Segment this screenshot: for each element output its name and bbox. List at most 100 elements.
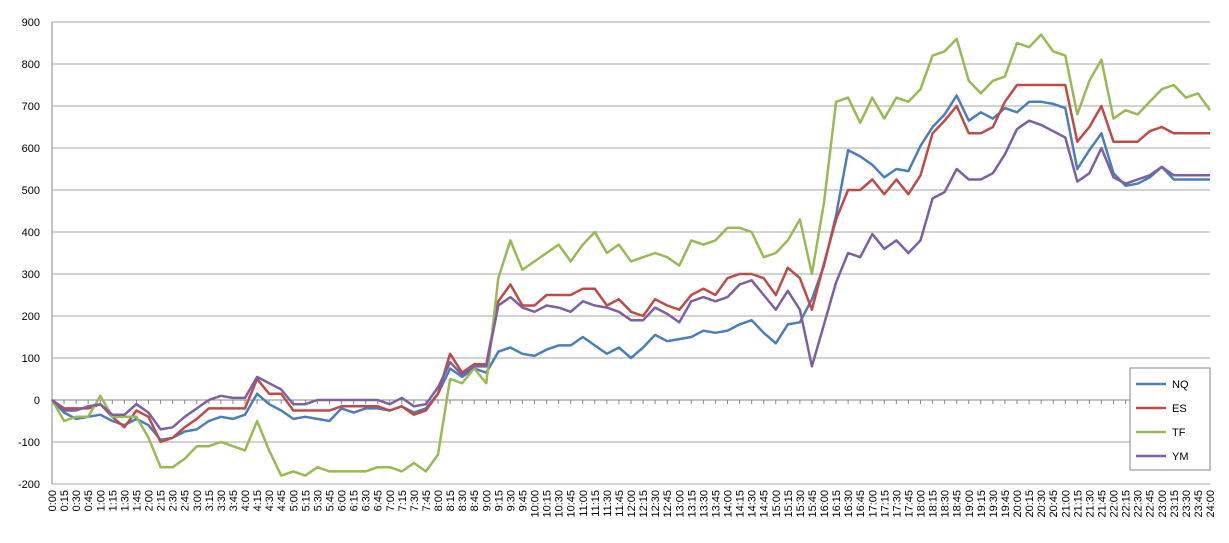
x-tick-label: 1:30	[119, 490, 131, 511]
x-tick-label: 19:15	[976, 490, 988, 518]
series-line	[50, 33, 1212, 477]
x-tick-label: 4:15	[252, 490, 264, 511]
x-tick-label: 10:00	[530, 490, 542, 518]
legend-label: NQ	[1172, 379, 1189, 391]
x-tick-label: 20:00	[1012, 490, 1024, 518]
x-tick-label: 4:30	[264, 490, 276, 511]
legend-label: YM	[1172, 451, 1189, 463]
series-line	[51, 119, 1210, 431]
y-tick-label: 500	[22, 185, 40, 197]
series-line	[51, 83, 1210, 444]
x-tick-label: 6:45	[373, 490, 385, 511]
x-tick-label: 23:45	[1193, 490, 1205, 518]
y-tick-label: 600	[22, 143, 40, 155]
x-tick-label: 5:00	[288, 490, 300, 511]
x-tick-label: 3:45	[228, 490, 240, 511]
x-tick-label: 5:45	[324, 490, 336, 511]
legend-label: ES	[1172, 403, 1187, 415]
y-tick-label: -200	[18, 479, 40, 491]
x-tick-label: 14:15	[735, 490, 747, 518]
x-tick-label: 18:45	[952, 490, 964, 518]
x-tick-label: 0:15	[59, 490, 71, 511]
x-tick-label: 1:00	[95, 490, 107, 511]
x-tick-label: 11:45	[614, 490, 626, 517]
x-tick-label: 2:00	[144, 490, 156, 511]
x-tick-label: 11:15	[590, 490, 602, 517]
x-tick-label: 20:45	[1048, 490, 1060, 518]
x-tick-label: 14:30	[747, 490, 759, 518]
x-tick-label: 3:00	[192, 490, 204, 511]
x-tick-label: 17:30	[891, 490, 903, 518]
x-tick-label: 6:00	[337, 490, 349, 511]
y-tick-label: -100	[18, 437, 40, 449]
x-tick-label: 16:00	[819, 490, 831, 518]
x-tick-label: 5:15	[300, 490, 312, 511]
x-tick-label: 4:45	[276, 490, 288, 511]
x-tick-label: 0:45	[83, 490, 95, 511]
x-tick-label: 7:30	[409, 490, 421, 511]
y-tick-label: 300	[22, 269, 40, 281]
x-tick-label: 13:00	[674, 490, 686, 518]
x-tick-label: 4:00	[240, 490, 252, 511]
x-tick-label: 2:45	[180, 490, 192, 511]
x-tick-label: 15:45	[807, 490, 819, 518]
x-tick-label: 19:45	[1000, 490, 1012, 518]
x-tick-label: 19:00	[964, 490, 976, 518]
x-tick-label: 7:15	[397, 490, 409, 511]
y-tick-label: 700	[22, 101, 40, 113]
x-tick-label: 3:30	[216, 490, 228, 511]
x-tick-label: 17:45	[903, 490, 915, 518]
x-tick-label: 18:00	[916, 490, 928, 518]
x-tick-label: 10:30	[554, 490, 566, 518]
x-tick-label: 9:00	[481, 490, 493, 511]
x-tick-label: 10:45	[566, 490, 578, 518]
x-tick-label: 16:45	[855, 490, 867, 518]
x-tick-label: 15:30	[795, 490, 807, 518]
x-tick-label: 8:45	[469, 490, 481, 511]
x-tick-label: 18:15	[928, 490, 940, 518]
y-tick-label: 400	[22, 227, 40, 239]
x-tick-label: 1:45	[131, 490, 143, 511]
x-tick-label: 3:15	[204, 490, 216, 511]
x-tick-label: 23:00	[1157, 490, 1169, 518]
x-tick-label: 8:00	[433, 490, 445, 511]
y-tick-label: 900	[22, 17, 40, 29]
x-tick-label: 13:45	[710, 490, 722, 518]
series-line	[51, 94, 1210, 442]
x-tick-label: 13:15	[686, 490, 698, 518]
x-tick-label: 21:15	[1072, 490, 1084, 518]
x-tick-label: 15:15	[783, 490, 795, 518]
x-tick-label: 18:30	[940, 490, 952, 518]
y-tick-label: 0	[34, 395, 40, 407]
x-tick-label: 13:30	[698, 490, 710, 518]
x-tick-label: 0:00	[47, 490, 59, 511]
x-tick-label: 10:15	[542, 490, 554, 518]
x-tick-label: 23:15	[1169, 490, 1181, 518]
x-tick-label: 16:15	[831, 490, 843, 518]
x-tick-label: 7:00	[385, 490, 397, 511]
x-tick-label: 12:30	[650, 490, 662, 518]
x-tick-label: 23:30	[1181, 490, 1193, 518]
x-tick-label: 21:45	[1096, 490, 1108, 518]
x-tick-label: 14:45	[759, 490, 771, 518]
x-tick-label: 22:00	[1109, 490, 1121, 518]
x-tick-label: 20:15	[1024, 490, 1036, 518]
x-tick-label: 17:00	[867, 490, 879, 518]
x-tick-label: 8:15	[445, 490, 457, 511]
x-tick-label: 9:15	[493, 490, 505, 511]
x-tick-label: 9:45	[517, 490, 529, 511]
x-tick-label: 22:45	[1145, 490, 1157, 518]
x-tick-label: 2:15	[156, 490, 168, 511]
x-tick-label: 0:30	[71, 490, 83, 511]
x-tick-label: 11:30	[602, 490, 614, 517]
x-tick-label: 1:15	[107, 490, 119, 511]
x-tick-label: 2:30	[168, 490, 180, 511]
x-tick-label: 22:15	[1121, 490, 1133, 518]
x-tick-label: 5:30	[312, 490, 324, 511]
x-tick-label: 6:15	[349, 490, 361, 511]
x-tick-label: 16:30	[843, 490, 855, 518]
x-tick-label: 21:00	[1060, 490, 1072, 518]
x-tick-label: 7:45	[421, 490, 433, 511]
x-tick-label: 12:15	[638, 490, 650, 518]
